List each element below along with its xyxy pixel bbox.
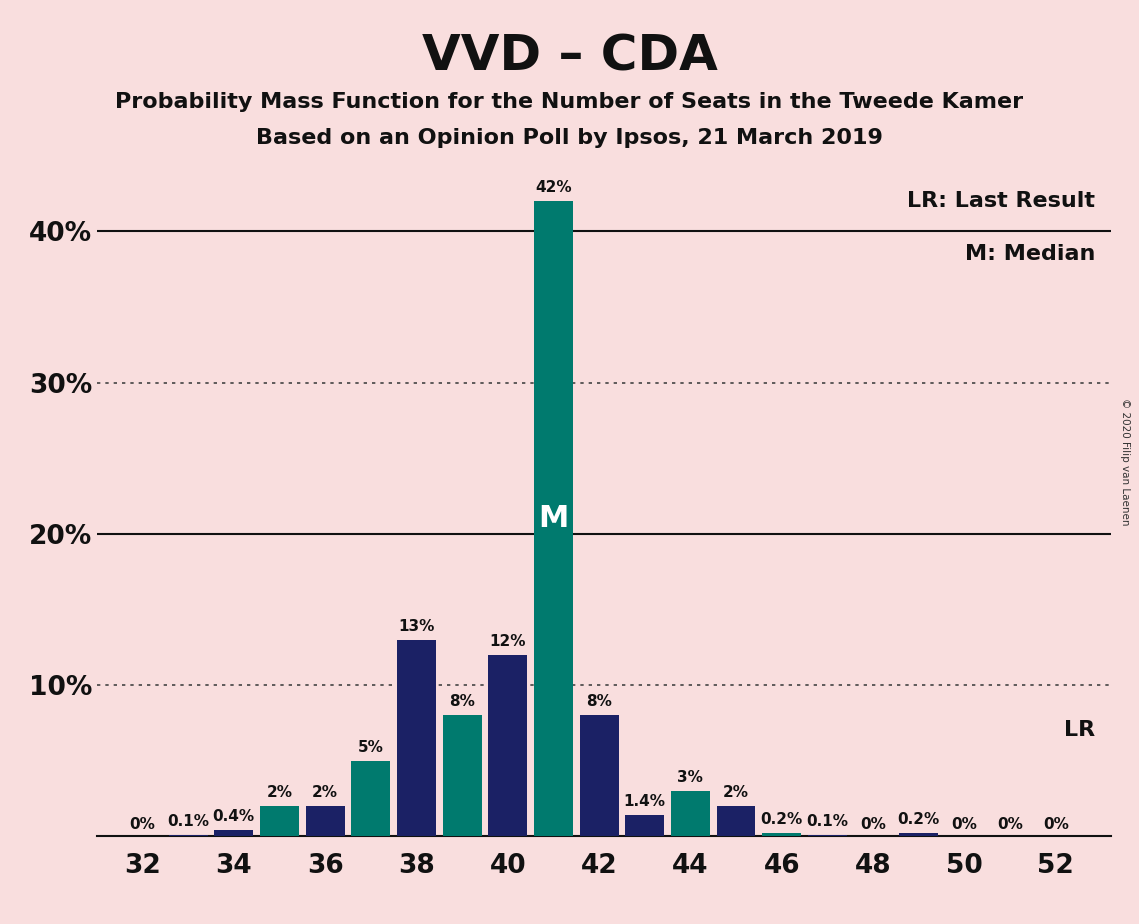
Bar (352, 760, 391, 836)
Text: 42%: 42% (535, 180, 572, 195)
Text: 12%: 12% (490, 634, 526, 649)
Text: 0.2%: 0.2% (898, 812, 940, 827)
Bar (398, 639, 436, 836)
Text: LR: LR (1064, 720, 1096, 740)
Bar (808, 834, 846, 836)
Text: 2%: 2% (312, 784, 338, 800)
Text: 0%: 0% (860, 817, 886, 832)
Text: Probability Mass Function for the Number of Seats in the Tweede Kamer: Probability Mass Function for the Number… (115, 92, 1024, 113)
Text: 0%: 0% (1043, 817, 1068, 832)
Text: VVD – CDA: VVD – CDA (421, 32, 718, 80)
Text: 2%: 2% (267, 784, 293, 800)
Text: 5%: 5% (358, 739, 384, 755)
Text: 0%: 0% (997, 817, 1023, 832)
Text: 0.1%: 0.1% (806, 814, 849, 829)
Text: M: M (539, 505, 568, 533)
Bar (443, 715, 482, 836)
Text: 3%: 3% (678, 770, 704, 784)
Bar (260, 806, 298, 836)
Text: 0.1%: 0.1% (167, 814, 210, 829)
Bar (716, 806, 755, 836)
Bar (214, 830, 253, 836)
Text: 0%: 0% (130, 817, 155, 832)
Bar (534, 201, 573, 836)
Text: 0.4%: 0.4% (213, 809, 255, 824)
Bar (305, 806, 344, 836)
Text: 13%: 13% (399, 618, 435, 634)
Text: Based on an Opinion Poll by Ipsos, 21 March 2019: Based on an Opinion Poll by Ipsos, 21 Ma… (256, 128, 883, 148)
Text: M: Median: M: Median (965, 244, 1096, 264)
Bar (671, 791, 710, 836)
Bar (169, 834, 207, 836)
Text: 8%: 8% (587, 694, 612, 710)
Text: 1.4%: 1.4% (624, 794, 666, 809)
Text: 2%: 2% (723, 784, 749, 800)
Text: LR: Last Result: LR: Last Result (908, 191, 1096, 211)
Bar (625, 815, 664, 836)
Bar (489, 655, 527, 836)
Bar (580, 715, 618, 836)
Text: © 2020 Filip van Laenen: © 2020 Filip van Laenen (1120, 398, 1130, 526)
Text: 8%: 8% (449, 694, 475, 710)
Text: 0.2%: 0.2% (761, 812, 803, 827)
Text: 0%: 0% (951, 817, 977, 832)
Bar (762, 833, 801, 836)
Bar (900, 833, 939, 836)
